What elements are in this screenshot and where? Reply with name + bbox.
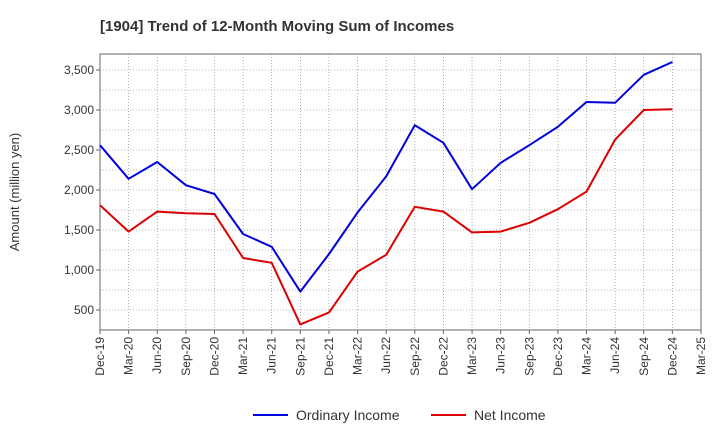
y-tick-label: 3,000 — [64, 103, 94, 117]
x-tick-label: Sep-22 — [408, 337, 422, 376]
y-axis: 500 1,000 1,500 2,000 2,500 3,000 3,500 — [64, 63, 100, 317]
legend-label: Ordinary Income — [296, 407, 400, 423]
x-tick-label: Jun-20 — [150, 337, 164, 374]
x-tick-label: Dec-24 — [665, 337, 679, 376]
legend-label: Net Income — [474, 407, 546, 423]
y-tick-label: 500 — [74, 303, 94, 317]
series-group — [99, 61, 673, 326]
plot-area — [99, 53, 702, 331]
y-axis-label: Amount (million yen) — [7, 133, 22, 252]
x-tick-label: Sep-24 — [637, 337, 651, 376]
y-tick-label: 2,500 — [64, 143, 94, 157]
y-tick-label: 2,000 — [64, 183, 94, 197]
x-axis: Dec-19 Mar-20 Jun-20 Sep-20 Dec-20 Mar-21 Jun-… — [93, 330, 708, 376]
x-tick-label: Mar-22 — [351, 337, 365, 375]
x-tick-label: Dec-19 — [93, 337, 107, 376]
x-tick-label: Sep-21 — [293, 337, 307, 376]
x-tick-label: Jun-24 — [608, 337, 622, 374]
y-tick-label: 1,500 — [64, 223, 94, 237]
x-tick-label: Jun-23 — [494, 337, 508, 374]
y-tick-label: 1,000 — [64, 263, 94, 277]
x-tick-label: Mar-25 — [694, 337, 708, 375]
x-tick-label: Dec-23 — [551, 337, 565, 376]
x-tick-label: Mar-23 — [465, 337, 479, 375]
chart-title: [1904] Trend of 12-Month Moving Sum of I… — [100, 18, 454, 35]
x-tick-label: Dec-22 — [436, 337, 450, 376]
x-tick-label: Mar-20 — [122, 337, 136, 375]
legend: Ordinary Income Net Income — [253, 407, 546, 423]
x-tick-label: Mar-21 — [236, 337, 250, 375]
x-tick-label: Sep-20 — [179, 337, 193, 376]
y-tick-label: 3,500 — [64, 63, 94, 77]
x-tick-label: Jun-22 — [379, 337, 393, 374]
x-tick-label: Sep-23 — [522, 337, 536, 376]
x-tick-label: Mar-24 — [580, 337, 594, 375]
x-tick-label: Dec-20 — [207, 337, 221, 376]
x-tick-label: Jun-21 — [265, 337, 279, 374]
x-tick-label: Dec-21 — [322, 337, 336, 376]
